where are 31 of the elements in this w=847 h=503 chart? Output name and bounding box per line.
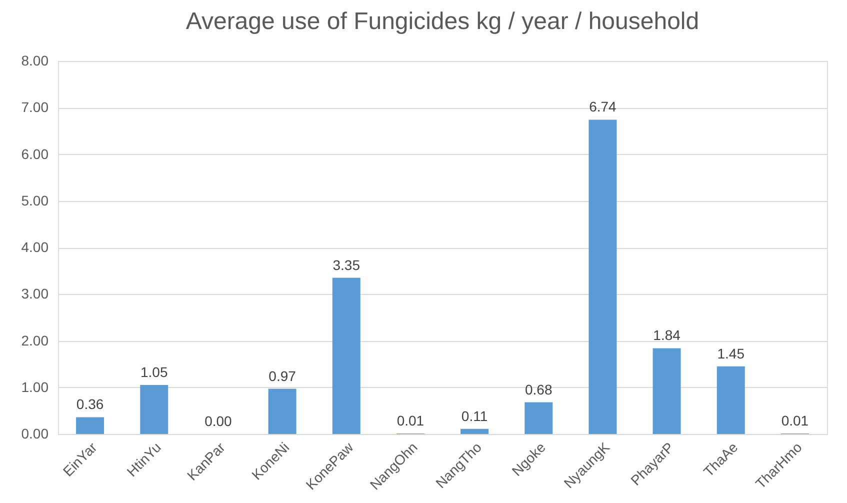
data-label: 0.11 — [461, 408, 488, 424]
data-label: 6.74 — [589, 98, 617, 115]
data-label: 0.00 — [204, 413, 232, 429]
data-label: 0.68 — [525, 381, 552, 398]
data-label: 0.97 — [268, 368, 296, 384]
bar — [716, 366, 745, 434]
bar — [332, 278, 360, 434]
y-tick-label: 1.00 — [21, 378, 49, 395]
data-label: 0.36 — [76, 396, 104, 412]
data-label: 0.01 — [781, 412, 809, 429]
data-label: 1.45 — [717, 345, 745, 362]
y-tick-label: 0.00 — [21, 426, 49, 442]
bar — [140, 385, 168, 434]
bar — [76, 417, 104, 434]
data-label: 0.01 — [396, 412, 424, 429]
y-tick-label: 8.00 — [21, 52, 49, 68]
y-tick-label: 2.00 — [21, 332, 49, 348]
chart-title: Average use of Fungicides kg / year / household — [186, 8, 700, 35]
y-tick-label: 6.00 — [21, 146, 49, 162]
bar — [460, 428, 489, 434]
data-label: 1.84 — [653, 327, 681, 344]
bar — [588, 120, 617, 434]
y-tick-label: 5.00 — [21, 192, 49, 208]
data-label: 3.35 — [332, 256, 360, 273]
bar — [524, 402, 553, 434]
y-tick-label: 4.00 — [21, 239, 49, 255]
bar — [652, 348, 681, 434]
bar — [268, 388, 296, 434]
y-tick-label: 7.00 — [21, 99, 49, 116]
y-tick-label: 3.00 — [21, 286, 49, 302]
data-label: 1.05 — [140, 364, 168, 380]
